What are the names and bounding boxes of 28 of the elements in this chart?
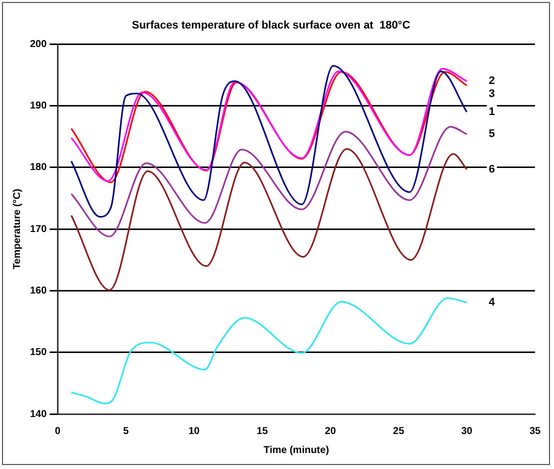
text: 6 [488,163,495,176]
y-axis-title: Temperature (°C) [12,188,23,270]
text: 3 [488,88,495,100]
text: 2 [488,75,495,88]
line-series [70,126,468,238]
x-tick-label: 25 [393,426,405,437]
y-tick-label: 170 [30,224,48,235]
y-tick-label: 180 [30,162,48,174]
line-series [70,297,468,404]
x-tick-label: 30 [461,426,473,437]
line-series [70,64,468,218]
x-tick-label: 20 [324,426,336,437]
x-tick-label: 10 [188,426,200,437]
y-tick-label: 150 [30,347,48,358]
y-tick-label: 140 [30,408,48,420]
x-tick-label: 5 [123,426,130,437]
y-tick-label: 190 [30,100,48,112]
y-tick-label: 160 [30,285,48,296]
x-axis-title: Time (minute) [264,444,330,456]
y-tick-label: 200 [30,38,48,50]
chart-title: Surfaces temperature of black surface oven at 180°C [132,20,410,32]
text: 4 [488,296,496,308]
x-tick-label: 0 [54,426,61,437]
text: 5 [488,128,495,140]
x-tick-label: 35 [529,426,541,437]
line-series [70,148,468,291]
x-tick-label: 15 [256,426,268,437]
text: 1 [488,106,495,118]
